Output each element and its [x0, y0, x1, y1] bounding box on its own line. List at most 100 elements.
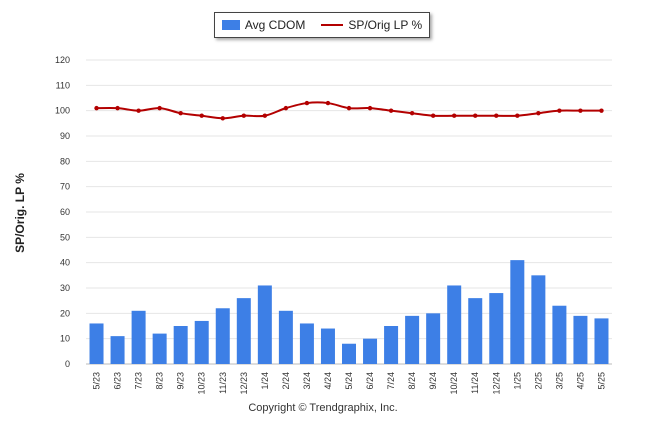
line-point[interactable]	[409, 111, 415, 116]
line-point[interactable]	[557, 108, 562, 113]
x-tick-label: 9/23	[176, 372, 186, 390]
bar[interactable]	[257, 285, 272, 364]
x-tick-label: 11/23	[218, 372, 228, 394]
x-tick-label: 6/24	[365, 372, 375, 390]
bar[interactable]	[89, 323, 104, 364]
bar-series	[89, 260, 609, 364]
x-tick-label: 8/24	[407, 372, 417, 390]
x-tick-label: 2/24	[281, 372, 291, 390]
x-tick-label: 4/24	[323, 372, 333, 390]
x-tick-label: 4/25	[575, 372, 585, 390]
x-axis-ticks: 5/23 6/23 7/23 8/23 9/23 10/23 11/23 12/23 1/24 2…	[92, 372, 607, 395]
line-point[interactable]	[430, 113, 436, 118]
line-series	[94, 100, 604, 121]
bar[interactable]	[194, 320, 209, 364]
x-tick-label: 5/24	[344, 372, 354, 390]
bar[interactable]	[510, 260, 525, 364]
copyright-footer: Copyright © Trendgraphix, Inc.	[248, 402, 398, 414]
line-point[interactable]	[515, 113, 520, 118]
line-point[interactable]	[367, 105, 373, 111]
bar[interactable]	[594, 318, 609, 364]
bar[interactable]	[426, 313, 441, 364]
x-tick-label: 9/24	[428, 372, 438, 390]
y-tick-label: 120	[55, 55, 70, 65]
bar[interactable]	[384, 326, 399, 364]
line-point[interactable]	[452, 113, 457, 118]
line-point[interactable]	[494, 113, 499, 118]
line-point[interactable]	[578, 108, 583, 113]
x-tick-label: 10/24	[449, 372, 459, 395]
x-tick-label: 7/24	[386, 372, 396, 390]
x-tick-label: 12/23	[239, 372, 249, 395]
legend-bar-label: Avg CDOM	[244, 18, 306, 32]
bar[interactable]	[573, 315, 588, 364]
y-tick-label: 0	[65, 359, 70, 369]
x-tick-label: 1/25	[512, 372, 522, 390]
y-axis-label: SP/Orig. LP %	[13, 173, 27, 253]
bar[interactable]	[110, 336, 125, 364]
line-point[interactable]	[241, 113, 246, 118]
y-axis-ticks: 0 10 20 30 40 50 60 70 80 90 100 110 120	[55, 55, 70, 369]
line-point[interactable]	[325, 100, 331, 106]
bar[interactable]	[363, 338, 378, 364]
line-point[interactable]	[536, 111, 541, 116]
bar[interactable]	[236, 298, 251, 364]
x-tick-label: 1/24	[260, 372, 270, 390]
y-tick-label: 60	[60, 207, 70, 217]
y-tick-label: 20	[60, 308, 70, 318]
line-point[interactable]	[346, 105, 352, 111]
y-tick-label: 100	[55, 106, 70, 116]
bar[interactable]	[489, 293, 504, 364]
y-tick-label: 70	[60, 182, 70, 192]
bar[interactable]	[552, 305, 567, 364]
line-point[interactable]	[599, 108, 604, 113]
x-tick-label: 5/25	[596, 372, 606, 390]
bar[interactable]	[342, 343, 356, 364]
x-tick-label: 8/23	[155, 372, 165, 390]
bar[interactable]	[320, 328, 335, 364]
y-tick-label: 40	[60, 258, 70, 268]
x-tick-label: 7/23	[134, 372, 144, 390]
legend-item-bar[interactable]: Avg CDOM	[221, 18, 306, 32]
line-point[interactable]	[388, 108, 394, 113]
bar[interactable]	[447, 285, 462, 364]
legend-bar-swatch	[221, 20, 240, 30]
x-tick-label: 3/25	[554, 372, 564, 390]
line-point[interactable]	[115, 105, 120, 111]
x-tick-label: 6/23	[113, 372, 123, 390]
bar[interactable]	[531, 275, 546, 364]
line-point[interactable]	[304, 100, 310, 106]
line-point[interactable]	[262, 113, 268, 118]
legend-item-line[interactable]: SP/Orig LP %	[321, 18, 422, 32]
y-tick-label: 10	[60, 334, 70, 344]
bar[interactable]	[173, 326, 188, 364]
line-point[interactable]	[199, 113, 204, 118]
legend-line-label: SP/Orig LP %	[348, 18, 423, 32]
line-point[interactable]	[473, 113, 478, 118]
bar[interactable]	[152, 333, 167, 364]
bar[interactable]	[278, 310, 293, 364]
bar[interactable]	[299, 323, 314, 364]
y-tick-label: 80	[60, 156, 70, 166]
y-tick-label: 110	[56, 80, 70, 90]
x-tick-label: 5/23	[92, 372, 102, 390]
x-tick-label: 11/24	[470, 372, 480, 394]
bar[interactable]	[215, 308, 230, 364]
line-point[interactable]	[136, 108, 141, 113]
line-point[interactable]	[220, 116, 225, 121]
y-tick-label: 30	[60, 283, 70, 293]
legend: Avg CDOM SP/Orig LP %	[214, 12, 430, 38]
bar[interactable]	[131, 310, 146, 364]
line-point[interactable]	[157, 105, 162, 111]
line-point[interactable]	[283, 105, 289, 111]
line-point[interactable]	[94, 105, 99, 111]
bar[interactable]	[468, 298, 483, 364]
x-tick-label: 3/24	[302, 372, 312, 390]
legend-line-swatch	[321, 24, 344, 26]
y-tick-label: 50	[60, 232, 70, 242]
bar[interactable]	[405, 315, 420, 364]
line-point[interactable]	[178, 111, 183, 116]
x-tick-label: 2/25	[533, 372, 543, 390]
